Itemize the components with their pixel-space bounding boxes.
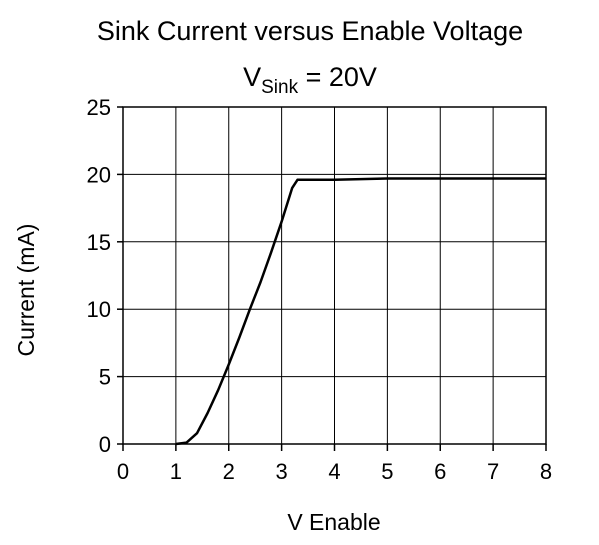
y-tick-label: 0 <box>99 432 111 457</box>
x-tick-label: 8 <box>540 459 552 484</box>
x-axis-label: V Enable <box>287 509 380 535</box>
x-tick-label: 2 <box>223 459 235 484</box>
subtitle-rest: = 20V <box>298 62 377 92</box>
y-tick-label: 15 <box>87 230 111 255</box>
y-tick-label: 10 <box>87 297 111 322</box>
subtitle-main: V <box>243 62 261 92</box>
x-tick-label: 3 <box>276 459 288 484</box>
x-tick-label: 4 <box>328 459 340 484</box>
chart-subtitle: VSink = 20V <box>243 62 377 98</box>
x-tick-label: 1 <box>170 459 182 484</box>
x-tick-label: 6 <box>434 459 446 484</box>
y-tick-label: 25 <box>87 95 111 120</box>
x-tick-label: 7 <box>487 459 499 484</box>
x-tick-label: 0 <box>117 459 129 484</box>
x-tick-label: 5 <box>381 459 393 484</box>
y-tick-label: 5 <box>99 365 111 390</box>
y-axis-label: Current (mA) <box>13 224 39 357</box>
y-tick-label: 20 <box>87 162 111 187</box>
plot-frame <box>122 106 547 445</box>
subtitle-subscript: Sink <box>261 77 298 98</box>
data-line <box>175 177 546 446</box>
chart-title: Sink Current versus Enable Voltage <box>97 16 523 46</box>
